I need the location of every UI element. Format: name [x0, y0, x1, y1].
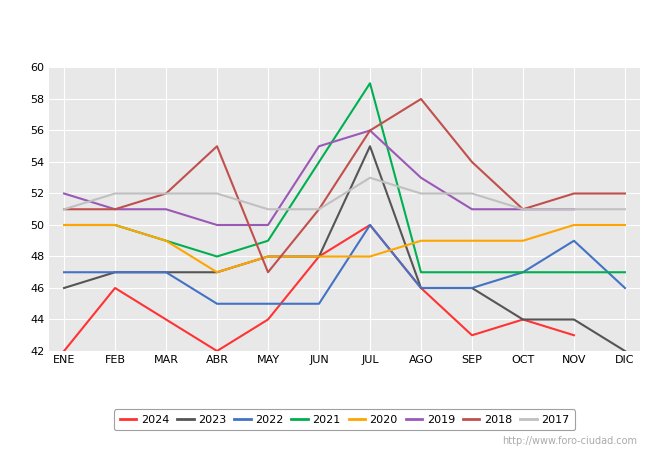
Legend: 2024, 2023, 2022, 2021, 2020, 2019, 2018, 2017: 2024, 2023, 2022, 2021, 2020, 2019, 2018… [114, 410, 575, 431]
Text: http://www.foro-ciudad.com: http://www.foro-ciudad.com [502, 436, 637, 446]
Text: Afiliados en San Martín de la Vega del Alberche a 30/11/2024: Afiliados en San Martín de la Vega del A… [101, 18, 549, 34]
